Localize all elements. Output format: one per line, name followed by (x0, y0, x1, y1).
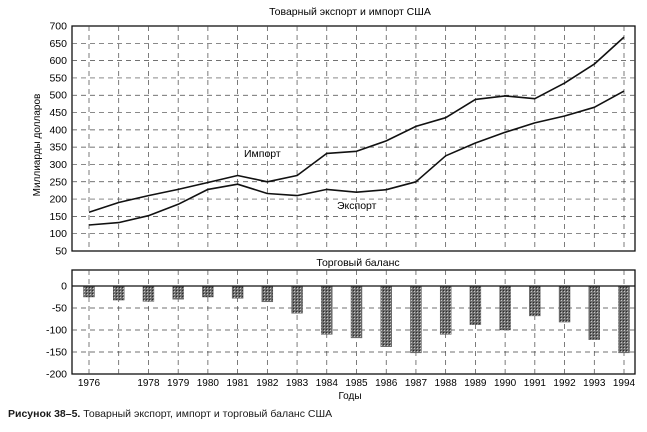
trade-balance-bar (439, 285, 452, 335)
x-tick-label: 1981 (226, 378, 249, 389)
x-tick-label: 1992 (553, 378, 576, 389)
top-series-lines (88, 36, 625, 226)
bottom-y-tick-label: 0 (61, 281, 67, 293)
x-tick-label: 1986 (375, 378, 398, 389)
trade-balance-bar (380, 285, 392, 347)
top-chart-title: Товарный экспорт и импорт США (269, 6, 431, 18)
x-tick-label: 1978 (137, 378, 160, 389)
x-tick-label: 1993 (583, 378, 606, 389)
trade-balance-bar (321, 285, 333, 335)
x-tick-label: 1987 (405, 378, 428, 389)
top-y-tick-label: 100 (49, 228, 67, 240)
x-tick-labels: 1976 1978 1979 1980 1981 1982 1983 1984 1985 1986… (78, 378, 636, 389)
caption-text: Товарный экспорт, импорт и торговый бала… (80, 408, 333, 420)
top-y-tick-label: 250 (49, 176, 67, 188)
top-y-tick-label: 300 (49, 159, 67, 171)
trade-balance-bar (410, 285, 422, 354)
x-tick-label: 1991 (524, 378, 547, 389)
bottom-bars (83, 285, 630, 354)
bottom-y-tick-label: -150 (46, 347, 67, 359)
x-tick-label: 1984 (316, 378, 339, 389)
bottom-y-tick-label: -200 (46, 369, 67, 381)
bottom-plot-frame (71, 269, 636, 375)
line-label-export: Экспорт (337, 200, 377, 212)
figure-caption: Рисунок 38–5. Товарный экспорт, импорт и… (8, 408, 332, 420)
trade-balance-bar (231, 285, 244, 299)
top-y-tick-label: 550 (49, 72, 67, 84)
x-tick-label: 1990 (494, 378, 517, 389)
top-y-tick-label: 700 (49, 21, 67, 33)
top-y-tick-label: 400 (49, 124, 67, 136)
top-y-tick-label: 350 (49, 142, 67, 154)
x-tick-label: 1982 (256, 378, 279, 389)
line-label-import: Импорт (244, 148, 281, 160)
x-tick-label: 1980 (197, 378, 220, 389)
trade-balance-bar (350, 285, 363, 339)
trade-balance-bar (142, 285, 155, 302)
trade-balance-bar (113, 285, 125, 301)
top-plot-frame (71, 25, 636, 252)
series-line-export (88, 90, 625, 226)
trade-balance-bar (261, 285, 274, 303)
trade-balance-bar (499, 285, 511, 331)
caption-label: Рисунок 38–5. (8, 408, 81, 420)
x-tick-label: 1979 (167, 378, 190, 389)
top-y-tick-labels: 50 100 150 200 250 300 350 400 450 500 550 600 650 70… (49, 21, 67, 258)
trade-balance-bar (202, 285, 214, 298)
top-y-tick-label: 150 (49, 211, 67, 223)
bottom-y-tick-labels: 0 -50 -100 -150 -200 (46, 281, 67, 381)
x-tick-label: 1988 (435, 378, 458, 389)
top-y-tick-label: 50 (55, 246, 67, 258)
top-y-tick-label: 600 (49, 55, 67, 67)
x-axis-label: Годы (338, 391, 361, 402)
top-y-tick-label: 500 (49, 90, 67, 102)
x-tick-label: 1985 (345, 378, 368, 389)
trade-balance-bar (83, 285, 95, 298)
trade-balance-bar (588, 285, 600, 340)
top-y-tick-label: 650 (49, 38, 67, 50)
trade-balance-bar (529, 285, 541, 317)
x-tick-label: 1976 (78, 378, 101, 389)
series-line-import (88, 36, 625, 213)
bottom-y-tick-label: -100 (46, 325, 67, 337)
top-grid (72, 26, 635, 251)
trade-balance-bar (618, 285, 630, 354)
trade-balance-bar (172, 285, 184, 300)
bottom-y-tick-label: -50 (52, 303, 67, 315)
x-tick-label: 1983 (286, 378, 309, 389)
x-tick-label: 1994 (613, 378, 636, 389)
top-y-tick-label: 450 (49, 107, 67, 119)
trade-balance-bar (291, 285, 303, 314)
top-y-axis-label: Миллиарды долларов (32, 94, 43, 197)
x-tick-label: 1989 (464, 378, 487, 389)
bottom-chart-title: Торговый баланс (316, 257, 399, 269)
trade-balance-bar (469, 285, 482, 325)
top-y-tick-label: 200 (49, 194, 67, 206)
trade-balance-bar (558, 285, 571, 323)
